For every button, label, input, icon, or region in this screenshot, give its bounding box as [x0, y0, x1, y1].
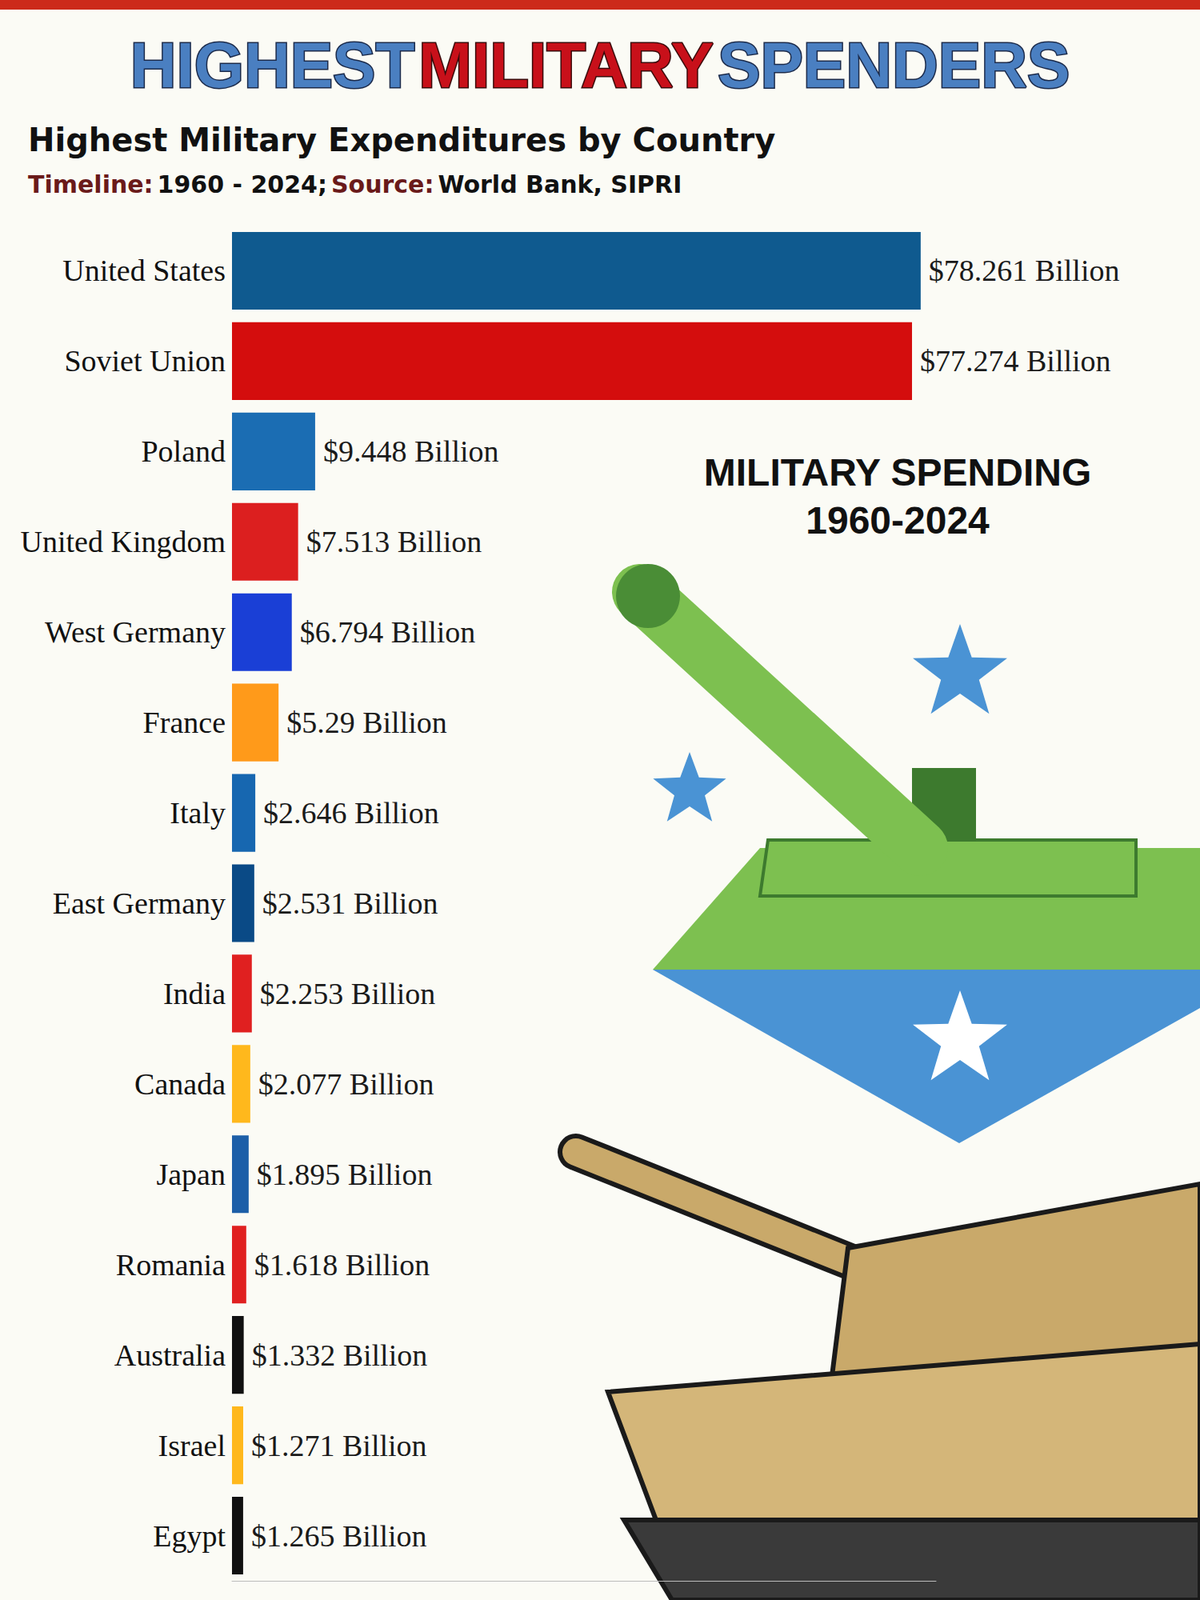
svg-text:HIGHEST: HIGHEST	[130, 29, 416, 101]
svg-text:World Bank, SIPRI: World Bank, SIPRI	[437, 170, 682, 199]
svg-text:$2.077 Billion: $2.077 Billion	[258, 1067, 435, 1101]
svg-text:$78.261 Billion: $78.261 Billion	[928, 253, 1120, 288]
svg-text:$1.332 Billion: $1.332 Billion	[252, 1338, 428, 1372]
svg-text:Soviet Union: Soviet Union	[64, 344, 226, 378]
svg-text:$1.271 Billion: $1.271 Billion	[251, 1428, 428, 1463]
svg-text:$77.274 Billion: $77.274 Billion	[920, 344, 1112, 378]
svg-text:1960-2024: 1960-2024	[805, 499, 990, 542]
svg-text:$5.29 Billion: $5.29 Billion	[286, 705, 448, 740]
svg-text:Romania: Romania	[116, 1248, 226, 1282]
svg-text:Italy: Italy	[169, 796, 226, 830]
svg-text:MILITARY: MILITARY	[418, 29, 714, 101]
svg-text:Highest Military Expenditures: Highest Military Expenditures by Country	[28, 121, 776, 159]
svg-text:$2.253 Billion: $2.253 Billion	[260, 976, 436, 1011]
svg-text:Egypt: Egypt	[152, 1519, 226, 1553]
svg-text:Canada: Canada	[134, 1067, 226, 1101]
svg-text:$1.618 Billion: $1.618 Billion	[254, 1248, 431, 1282]
svg-text:SPENDERS: SPENDERS	[717, 29, 1070, 101]
svg-text:$1.265 Billion: $1.265 Billion	[251, 1519, 428, 1553]
svg-text:MILITARY SPENDING: MILITARY SPENDING	[704, 451, 1092, 494]
svg-text:United Kingdom: United Kingdom	[20, 524, 226, 559]
svg-text:West Germany: West Germany	[44, 615, 226, 649]
svg-text:Australia: Australia	[114, 1338, 226, 1372]
svg-text:Timeline:: Timeline:	[28, 170, 154, 199]
svg-text:France: France	[143, 705, 226, 740]
svg-text:Poland: Poland	[140, 434, 226, 468]
svg-text:$1.895 Billion: $1.895 Billion	[256, 1157, 433, 1192]
svg-text:Source:: Source:	[331, 170, 435, 199]
svg-text:East Germany: East Germany	[52, 886, 226, 920]
svg-text:$7.513 Billion: $7.513 Billion	[306, 524, 483, 559]
svg-text:1960 - 2024;: 1960 - 2024;	[157, 170, 328, 199]
svg-text:United States: United States	[62, 253, 226, 288]
svg-text:$2.531 Billion: $2.531 Billion	[262, 886, 439, 920]
svg-text:$9.448 Billion: $9.448 Billion	[323, 434, 500, 468]
svg-text:Israel: Israel	[158, 1428, 226, 1463]
svg-text:India: India	[163, 976, 226, 1011]
svg-text:Japan: Japan	[156, 1157, 226, 1192]
svg-text:$2.646 Billion: $2.646 Billion	[263, 796, 440, 830]
svg-text:$6.794 Billion: $6.794 Billion	[300, 615, 476, 649]
